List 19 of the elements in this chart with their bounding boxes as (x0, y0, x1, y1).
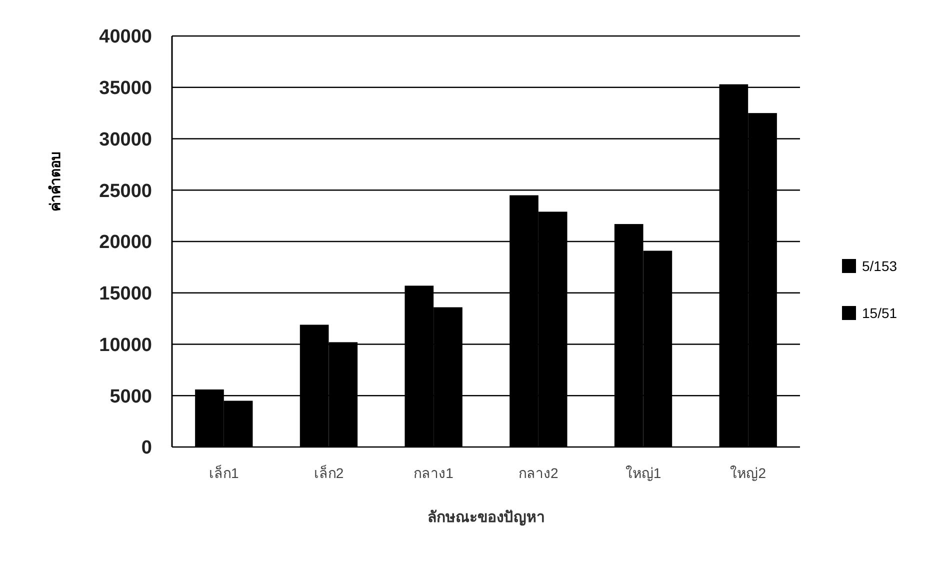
y-tick-label: 25000 (99, 180, 152, 202)
x-tick-label: ใหญ่2 (730, 465, 766, 481)
y-tick-label: 30000 (99, 129, 152, 150)
x-tick-label: กลาง2 (518, 465, 559, 481)
y-tick-label: 35000 (99, 78, 152, 100)
x-tick-label: เล็ก1 (209, 464, 239, 481)
y-tick-label: 20000 (99, 232, 152, 254)
x-tick-label: กลาง1 (414, 465, 454, 481)
legend-label: 5/153 (862, 258, 898, 274)
x-tick-label: เล็ก2 (314, 464, 344, 481)
y-tick-label: 40000 (99, 26, 152, 48)
x-axis-title: ลักษณะของปัญหา (428, 509, 544, 526)
legend-label: 15/51 (862, 304, 898, 321)
y-tick-label: 10000 (99, 334, 152, 356)
y-tick-label: 0 (141, 438, 152, 459)
x-tick-label: ใหญ่1 (625, 465, 662, 481)
y-axis-title: ค่าคำตอบ (47, 152, 63, 212)
y-tick-label: 15000 (99, 284, 152, 305)
y-tick-label: 5000 (110, 386, 152, 408)
